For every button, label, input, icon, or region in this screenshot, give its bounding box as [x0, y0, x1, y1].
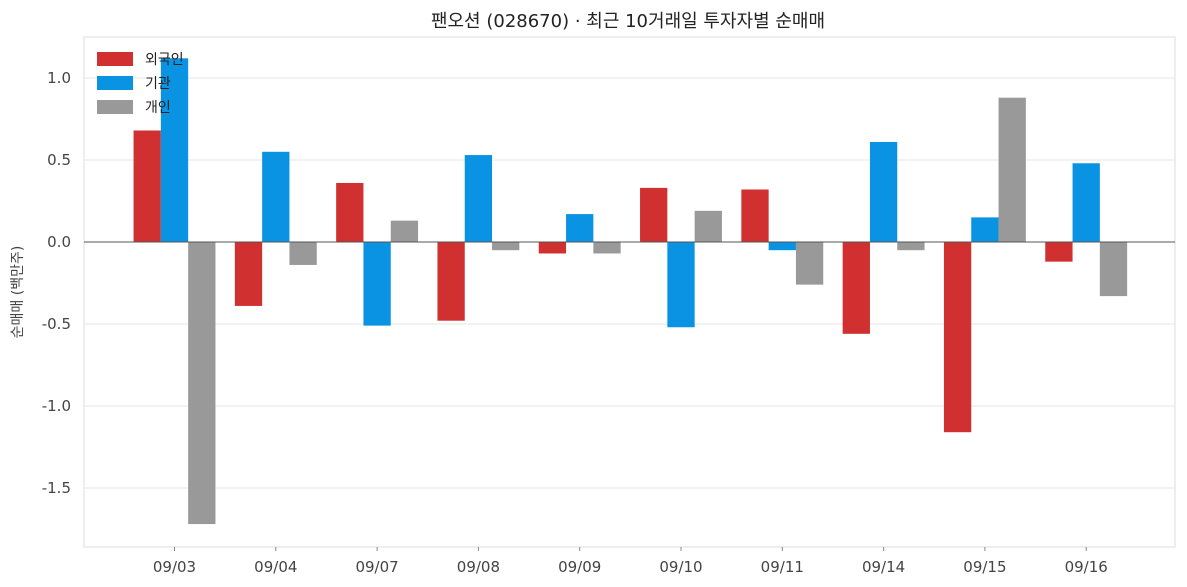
bar-기관-09/11	[768, 241, 796, 251]
bar-개인-09/11	[795, 241, 824, 285]
x-tick-label: 09/10	[659, 558, 702, 576]
bar-개인-09/08	[492, 241, 520, 251]
bar-개인-09/04	[289, 241, 317, 265]
x-tick-label: 09/16	[1065, 558, 1108, 576]
x-tick-label: 09/08	[457, 558, 500, 576]
bar-외국인-09/04	[234, 241, 263, 306]
y-tick-label: 1.0	[47, 69, 71, 87]
bar-개인-09/09	[593, 241, 621, 254]
bar-외국인-09/10	[640, 187, 668, 242]
bar-개인-09/16	[1099, 241, 1128, 297]
y-tick-label: 0.0	[47, 233, 71, 251]
bar-개인-09/07	[390, 220, 419, 242]
y-tick-labels: 1.0 0.5 0.0 -0.5 -1.0 -1.5	[42, 69, 71, 497]
bar-기관-09/14	[869, 141, 898, 242]
bar-외국인-09/11	[741, 189, 769, 242]
plot-frame	[83, 36, 1176, 548]
bar-기관-09/03	[160, 58, 189, 242]
y-tick-label: -1.5	[42, 479, 71, 497]
bar-외국인-09/03	[133, 130, 161, 242]
bar-외국인-09/09	[538, 241, 567, 254]
bar-기관-09/09	[566, 214, 594, 242]
bar-기관-09/08	[464, 155, 493, 242]
bar-외국인-09/14	[842, 241, 870, 334]
x-tick-label: 09/04	[254, 558, 297, 576]
bar-외국인-09/08	[437, 241, 465, 321]
legend-label-기관: 기관	[145, 76, 171, 92]
legend-swatch-외국인	[97, 52, 133, 66]
legend-swatch-기관	[97, 76, 133, 90]
bar-개인-09/10	[694, 210, 722, 242]
bar-기관-09/16	[1072, 163, 1100, 242]
x-tick-label: 09/07	[355, 558, 398, 576]
x-tick-label: 09/03	[153, 558, 196, 576]
bar-외국인-09/16	[1045, 241, 1073, 262]
legend-label-개인: 개인	[145, 100, 171, 116]
y-tick-label: -0.5	[42, 315, 71, 333]
bar-기관-09/04	[262, 151, 290, 242]
x-tick-labels: 09/03 09/04 09/07 09/08 09/09 09/10 09/11 09/14…	[153, 547, 1108, 576]
legend-swatch-개인	[97, 100, 133, 114]
bars	[133, 58, 1128, 525]
bar-개인-09/15	[998, 97, 1026, 242]
bar-개인-09/14	[897, 241, 925, 251]
bar-기관-09/07	[363, 241, 391, 326]
bar-기관-09/15	[971, 217, 999, 242]
bar-외국인-09/15	[943, 241, 972, 433]
bar-기관-09/10	[667, 241, 695, 328]
y-tick-label: -1.0	[42, 397, 71, 415]
x-tick-label: 09/14	[862, 558, 905, 576]
x-tick-label: 09/09	[558, 558, 601, 576]
legend-label-외국인: 외국인	[145, 52, 184, 68]
x-tick-label: 09/15	[963, 558, 1006, 576]
bar-개인-09/03	[188, 241, 216, 525]
y-tick-label: 0.5	[47, 151, 71, 169]
bar-외국인-09/07	[336, 182, 364, 242]
y-axis-label: 순매매 (백만주)	[10, 246, 26, 339]
chart-title: 팬오션 (028670) · 최근 10거래일 투자자별 순매매	[431, 11, 825, 32]
x-tick-label: 09/11	[761, 558, 804, 576]
